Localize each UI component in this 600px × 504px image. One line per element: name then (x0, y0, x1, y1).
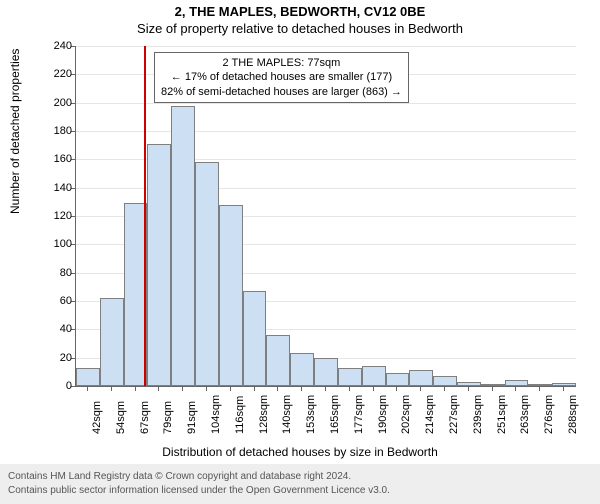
x-tick-mark (515, 386, 516, 391)
x-axis-title: Distribution of detached houses by size … (0, 445, 600, 459)
histogram-bar (195, 162, 219, 386)
y-tick-label: 60 (44, 295, 72, 307)
histogram-bar (147, 144, 171, 386)
x-tick-label: 128sqm (258, 395, 270, 434)
y-tick-label: 100 (44, 238, 72, 250)
x-tick-label: 251sqm (496, 395, 508, 434)
x-tick-label: 104sqm (210, 395, 222, 434)
gridline (76, 131, 576, 132)
y-tick-label: 40 (44, 323, 72, 335)
chart-main-title: 2, THE MAPLES, BEDWORTH, CV12 0BE (0, 4, 600, 19)
histogram-bar (219, 205, 243, 386)
histogram-bar (433, 376, 457, 386)
chart-area: 2 THE MAPLES: 77sqm← 17% of detached hou… (40, 46, 580, 434)
y-tick-label: 80 (44, 267, 72, 279)
x-tick-mark (349, 386, 350, 391)
histogram-bar (362, 366, 386, 386)
x-tick-mark (87, 386, 88, 391)
x-tick-mark (135, 386, 136, 391)
plot-area: 2 THE MAPLES: 77sqm← 17% of detached hou… (75, 46, 576, 387)
x-tick-label: 190sqm (377, 395, 389, 434)
x-tick-mark (468, 386, 469, 391)
footer-line-1: Contains HM Land Registry data © Crown c… (8, 470, 592, 484)
annotation-box: 2 THE MAPLES: 77sqm← 17% of detached hou… (154, 52, 409, 103)
x-tick-label: 202sqm (400, 395, 412, 434)
x-tick-label: 116sqm (234, 396, 246, 434)
x-tick-mark (325, 386, 326, 391)
y-axis-title: Number of detached properties (8, 49, 22, 214)
histogram-bar (266, 335, 290, 386)
x-tick-label: 140sqm (281, 395, 293, 434)
x-tick-label: 177sqm (353, 395, 365, 434)
x-tick-mark (373, 386, 374, 391)
x-tick-label: 165sqm (329, 395, 341, 434)
x-tick-mark (420, 386, 421, 391)
x-tick-mark (111, 386, 112, 391)
y-tick-label: 20 (44, 352, 72, 364)
x-tick-label: 42sqm (91, 401, 103, 434)
y-tick-label: 120 (44, 210, 72, 222)
x-tick-mark (158, 386, 159, 391)
histogram-bar (243, 291, 267, 386)
x-tick-mark (492, 386, 493, 391)
x-tick-mark (277, 386, 278, 391)
y-tick-label: 180 (44, 125, 72, 137)
x-tick-mark (230, 386, 231, 391)
annotation-line-1: 2 THE MAPLES: 77sqm (161, 56, 402, 70)
y-tick-label: 160 (44, 153, 72, 165)
histogram-bar (76, 368, 100, 386)
histogram-bar (171, 106, 195, 387)
reference-line (144, 46, 146, 386)
histogram-bar (100, 298, 124, 386)
x-tick-mark (396, 386, 397, 391)
footer-attribution: Contains HM Land Registry data © Crown c… (0, 464, 600, 504)
x-tick-mark (254, 386, 255, 391)
histogram-bar (338, 368, 362, 386)
y-tick-label: 200 (44, 97, 72, 109)
y-tick-label: 0 (44, 380, 72, 392)
x-tick-label: 91sqm (186, 401, 198, 434)
x-tick-mark (182, 386, 183, 391)
x-tick-label: 54sqm (115, 401, 127, 434)
histogram-bar (290, 353, 314, 386)
x-tick-label: 239sqm (472, 395, 484, 434)
annotation-line-3: 82% of semi-detached houses are larger (… (161, 85, 402, 99)
x-tick-mark (563, 386, 564, 391)
annotation-line-2: ← 17% of detached houses are smaller (17… (161, 70, 402, 84)
x-tick-label: 263sqm (519, 395, 531, 434)
x-tick-label: 79sqm (162, 401, 174, 434)
x-tick-label: 227sqm (448, 395, 460, 434)
x-tick-label: 214sqm (424, 395, 436, 434)
y-tick-label: 140 (44, 182, 72, 194)
chart-subtitle: Size of property relative to detached ho… (0, 21, 600, 36)
histogram-bar (314, 358, 338, 386)
x-tick-mark (539, 386, 540, 391)
x-tick-mark (206, 386, 207, 391)
x-tick-label: 276sqm (543, 395, 555, 434)
x-tick-mark (301, 386, 302, 391)
x-tick-mark (444, 386, 445, 391)
gridline (76, 46, 576, 47)
histogram-bar (409, 370, 433, 386)
x-tick-label: 67sqm (139, 401, 151, 434)
histogram-bar (386, 373, 410, 386)
footer-line-2: Contains public sector information licen… (8, 484, 592, 498)
x-tick-label: 288sqm (567, 395, 579, 434)
x-tick-label: 153sqm (305, 395, 317, 434)
y-tick-label: 220 (44, 68, 72, 80)
y-tick-label: 240 (44, 40, 72, 52)
